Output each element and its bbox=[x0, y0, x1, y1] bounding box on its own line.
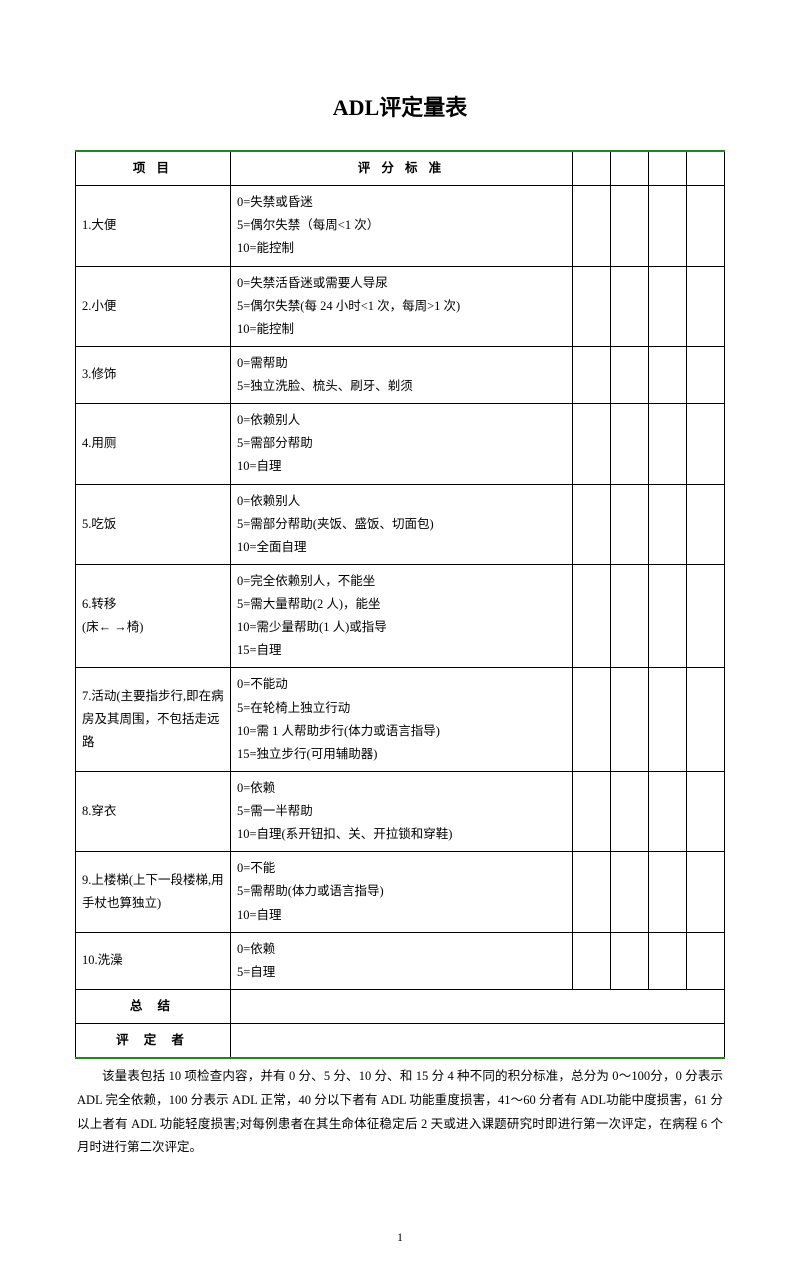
score-cell[interactable] bbox=[611, 266, 649, 346]
table-row-criteria: 0=失禁活昏迷或需要人导尿 5=偶尔失禁(每 24 小时<1 次，每周>1 次)… bbox=[231, 266, 573, 346]
table-row-criteria: 0=完全依赖别人，不能坐 5=需大量帮助(2 人)，能坐 10=需少量帮助(1 … bbox=[231, 564, 573, 668]
summary-evaluator-label: 评 定 者 bbox=[76, 1024, 231, 1059]
table-row-criteria: 0=失禁或昏迷 5=偶尔失禁（每周<1 次） 10=能控制 bbox=[231, 186, 573, 266]
score-cell[interactable] bbox=[649, 771, 687, 851]
score-cell[interactable] bbox=[649, 564, 687, 668]
summary-total-label: 总 结 bbox=[76, 989, 231, 1023]
score-cell[interactable] bbox=[611, 346, 649, 403]
score-cell[interactable] bbox=[611, 771, 649, 851]
header-score-1 bbox=[573, 151, 611, 186]
table-row-criteria: 0=需帮助 5=独立洗脸、梳头、刷牙、剃须 bbox=[231, 346, 573, 403]
table-row-item: 3.修饰 bbox=[76, 346, 231, 403]
score-cell[interactable] bbox=[649, 404, 687, 484]
table-row-criteria: 0=依赖 5=自理 bbox=[231, 932, 573, 989]
table-row-item: 4.用厕 bbox=[76, 404, 231, 484]
header-score-2 bbox=[611, 151, 649, 186]
header-criteria: 评 分 标 准 bbox=[231, 151, 573, 186]
score-cell[interactable] bbox=[687, 564, 725, 668]
page-title: ADL评定量表 bbox=[75, 90, 725, 122]
score-cell[interactable] bbox=[649, 484, 687, 564]
score-cell[interactable] bbox=[649, 668, 687, 772]
score-cell[interactable] bbox=[573, 266, 611, 346]
score-cell[interactable] bbox=[611, 852, 649, 932]
score-cell[interactable] bbox=[573, 668, 611, 772]
table-row-criteria: 0=依赖 5=需一半帮助 10=自理(系开钮扣、关、开拉锁和穿鞋) bbox=[231, 771, 573, 851]
score-cell[interactable] bbox=[687, 771, 725, 851]
score-cell[interactable] bbox=[573, 852, 611, 932]
table-row-criteria: 0=不能动 5=在轮椅上独立行动 10=需 1 人帮助步行(体力或语言指导) 1… bbox=[231, 668, 573, 772]
score-cell[interactable] bbox=[687, 484, 725, 564]
summary-total-value bbox=[231, 989, 725, 1023]
score-cell[interactable] bbox=[649, 932, 687, 989]
notes-paragraph: 该量表包括 10 项检查内容，并有 0 分、5 分、10 分、和 15 分 4 … bbox=[75, 1065, 725, 1160]
page-number: 1 bbox=[75, 1230, 725, 1245]
score-cell[interactable] bbox=[687, 346, 725, 403]
score-cell[interactable] bbox=[573, 484, 611, 564]
header-score-4 bbox=[687, 151, 725, 186]
score-cell[interactable] bbox=[611, 404, 649, 484]
table-row-item: 9.上楼梯(上下一段楼梯,用手杖也算独立) bbox=[76, 852, 231, 932]
score-cell[interactable] bbox=[687, 404, 725, 484]
score-cell[interactable] bbox=[687, 852, 725, 932]
score-cell[interactable] bbox=[649, 266, 687, 346]
table-row-criteria: 0=依赖别人 5=需部分帮助 10=自理 bbox=[231, 404, 573, 484]
table-row-item: 7.活动(主要指步行,即在病房及其周围，不包括走远路 bbox=[76, 668, 231, 772]
table-row-criteria: 0=不能 5=需帮助(体力或语言指导) 10=自理 bbox=[231, 852, 573, 932]
score-cell[interactable] bbox=[611, 668, 649, 772]
score-cell[interactable] bbox=[649, 186, 687, 266]
score-cell[interactable] bbox=[611, 186, 649, 266]
score-cell[interactable] bbox=[573, 932, 611, 989]
table-row-item: 2.小便 bbox=[76, 266, 231, 346]
table-row-item: 6.转移 (床← →椅) bbox=[76, 564, 231, 668]
score-cell[interactable] bbox=[611, 932, 649, 989]
header-score-3 bbox=[649, 151, 687, 186]
score-cell[interactable] bbox=[687, 266, 725, 346]
table-row-item: 10.洗澡 bbox=[76, 932, 231, 989]
score-cell[interactable] bbox=[573, 771, 611, 851]
table-row-item: 8.穿衣 bbox=[76, 771, 231, 851]
score-cell[interactable] bbox=[649, 346, 687, 403]
table-row-item: 1.大便 bbox=[76, 186, 231, 266]
score-cell[interactable] bbox=[611, 564, 649, 668]
score-cell[interactable] bbox=[573, 404, 611, 484]
score-cell[interactable] bbox=[649, 852, 687, 932]
summary-evaluator-value bbox=[231, 1024, 725, 1059]
score-cell[interactable] bbox=[687, 668, 725, 772]
score-cell[interactable] bbox=[687, 186, 725, 266]
header-item: 项 目 bbox=[76, 151, 231, 186]
score-cell[interactable] bbox=[573, 346, 611, 403]
table-row-item: 5.吃饭 bbox=[76, 484, 231, 564]
score-cell[interactable] bbox=[687, 932, 725, 989]
table-row-criteria: 0=依赖别人 5=需部分帮助(夹饭、盛饭、切面包) 10=全面自理 bbox=[231, 484, 573, 564]
score-cell[interactable] bbox=[573, 186, 611, 266]
score-cell[interactable] bbox=[573, 564, 611, 668]
adl-table: 项 目 评 分 标 准 1.大便0=失禁或昏迷 5=偶尔失禁（每周<1 次） 1… bbox=[75, 150, 725, 1059]
score-cell[interactable] bbox=[611, 484, 649, 564]
